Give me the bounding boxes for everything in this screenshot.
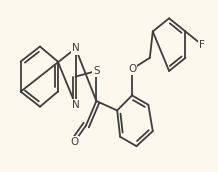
Text: S: S [93,66,100,76]
Text: N: N [72,100,80,110]
Text: O: O [128,64,136,74]
Text: O: O [70,137,78,147]
Text: F: F [199,40,205,50]
Text: N: N [72,43,80,53]
